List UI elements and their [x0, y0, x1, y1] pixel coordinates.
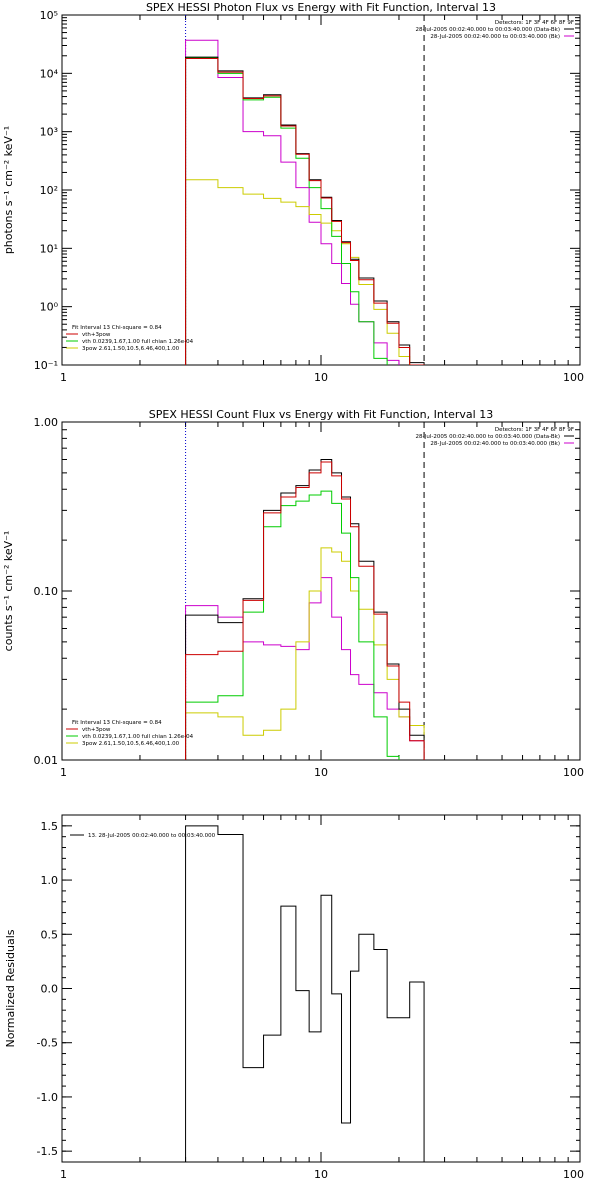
- series-vth3pow-2: [185, 57, 425, 365]
- series-3pow-4: [185, 179, 425, 365]
- y-tick-label: 10⁵: [40, 9, 58, 22]
- detectors-label: Detectors: 1F 3F 4F 6F 8F 9F: [495, 427, 574, 433]
- x-tick-label: 100: [563, 766, 584, 779]
- x-tick-label: 1: [60, 1168, 67, 1181]
- legend-entry: 28-Jul-2005 00:02:40.000 to 00:03:40.000…: [416, 434, 561, 440]
- y-tick-label: 0.0: [41, 983, 59, 996]
- x-tick-label: 10: [314, 1168, 328, 1181]
- chart-panel-3: 1 10 100 1.5 1.0 0.5 0.0 -0.5 -1.0 -1.5 Normalized…: [4, 814, 584, 1181]
- series-28jul2005-0: [185, 56, 425, 365]
- chart-title: SPEX HESSI Photon Flux vs Energy with Fi…: [146, 1, 496, 14]
- y-tick-label: 10¹: [40, 242, 58, 255]
- chart-panel-1: SPEX HESSI Photon Flux vs Energy with Fi…: [2, 1, 584, 384]
- x-tick-label: 100: [563, 1168, 584, 1181]
- y-axis-label: counts s⁻¹ cm⁻² keV⁻¹: [2, 531, 15, 652]
- legend-entry: 28-Jul-2005 00:02:40.000 to 00:03:40.000…: [430, 34, 560, 40]
- y-tick-label: -1.0: [37, 1091, 58, 1104]
- legend-entry: 28-Jul-2005 00:02:40.000 to 00:03:40.000…: [416, 27, 561, 33]
- fit-legend-entry: vth 0.0239,1.67,1.00 full chian 1.26e-04: [82, 734, 194, 740]
- x-tick-label: 100: [563, 371, 584, 384]
- chart-title: SPEX HESSI Count Flux vs Energy with Fit…: [149, 408, 493, 421]
- y-tick-label: 0.01: [34, 754, 59, 767]
- fit-legend-entry: vth+3pow: [82, 727, 111, 733]
- series-3pow-4: [185, 547, 425, 760]
- y-tick-label: 10⁴: [40, 67, 59, 80]
- y-axis-label: photons s⁻¹ cm⁻² keV⁻¹: [2, 126, 15, 254]
- y-tick-label: 0.5: [41, 928, 59, 941]
- series-28jul2005-1: [185, 577, 425, 760]
- y-axis-label: Normalized Residuals: [4, 929, 17, 1047]
- y-tick-label: 10⁻¹: [34, 359, 58, 372]
- fit-info-label: Fit Interval 13 Chi-square = 0.84: [72, 325, 162, 331]
- y-tick-label: 1.00: [34, 416, 59, 429]
- x-tick-label: 10: [314, 371, 328, 384]
- x-tick-label: 1: [60, 766, 67, 779]
- x-tick-label: 10: [314, 766, 328, 779]
- y-tick-label: -0.5: [37, 1037, 58, 1050]
- fit-info-label: Fit Interval 13 Chi-square = 0.84: [72, 720, 162, 726]
- fit-legend-entry: vth+3pow: [82, 332, 111, 338]
- series-residuals-0: [185, 825, 425, 1162]
- fit-legend-entry: 3pow 2.61,1.50,10.5,6.46,400,1.00: [82, 741, 180, 747]
- x-tick-label: 1: [60, 371, 67, 384]
- y-tick-label: 1.5: [41, 820, 59, 833]
- chart-panel-2: SPEX HESSI Count Flux vs Energy with Fit…: [2, 408, 584, 779]
- y-tick-label: 10⁰: [40, 301, 59, 314]
- legend-entry: 28-Jul-2005 00:02:40.000 to 00:03:40.000…: [430, 441, 560, 447]
- detectors-label: Detectors: 1F 3F 4F 6F 8F 9F: [495, 20, 574, 26]
- y-tick-label: 10²: [40, 184, 58, 197]
- y-tick-label: 0.10: [34, 585, 59, 598]
- series-vth-3: [185, 490, 400, 760]
- series-vth-3: [185, 57, 388, 365]
- y-tick-label: -1.5: [37, 1145, 58, 1158]
- fit-legend-entry: vth 0.0239,1.67,1.00 full chian 1.26e-04: [82, 339, 194, 345]
- y-tick-label: 1.0: [41, 874, 59, 887]
- y-tick-label: 10³: [40, 126, 58, 139]
- series-vth3pow-2: [185, 461, 425, 760]
- fit-legend-entry: 3pow 2.61,1.50,10.5,6.46,400,1.00: [82, 346, 180, 352]
- residual-legend-entry: 13. 28-Jul-2005 00:02:40.000 to 00:03:40…: [88, 833, 216, 839]
- series-28jul2005-1: [185, 39, 400, 365]
